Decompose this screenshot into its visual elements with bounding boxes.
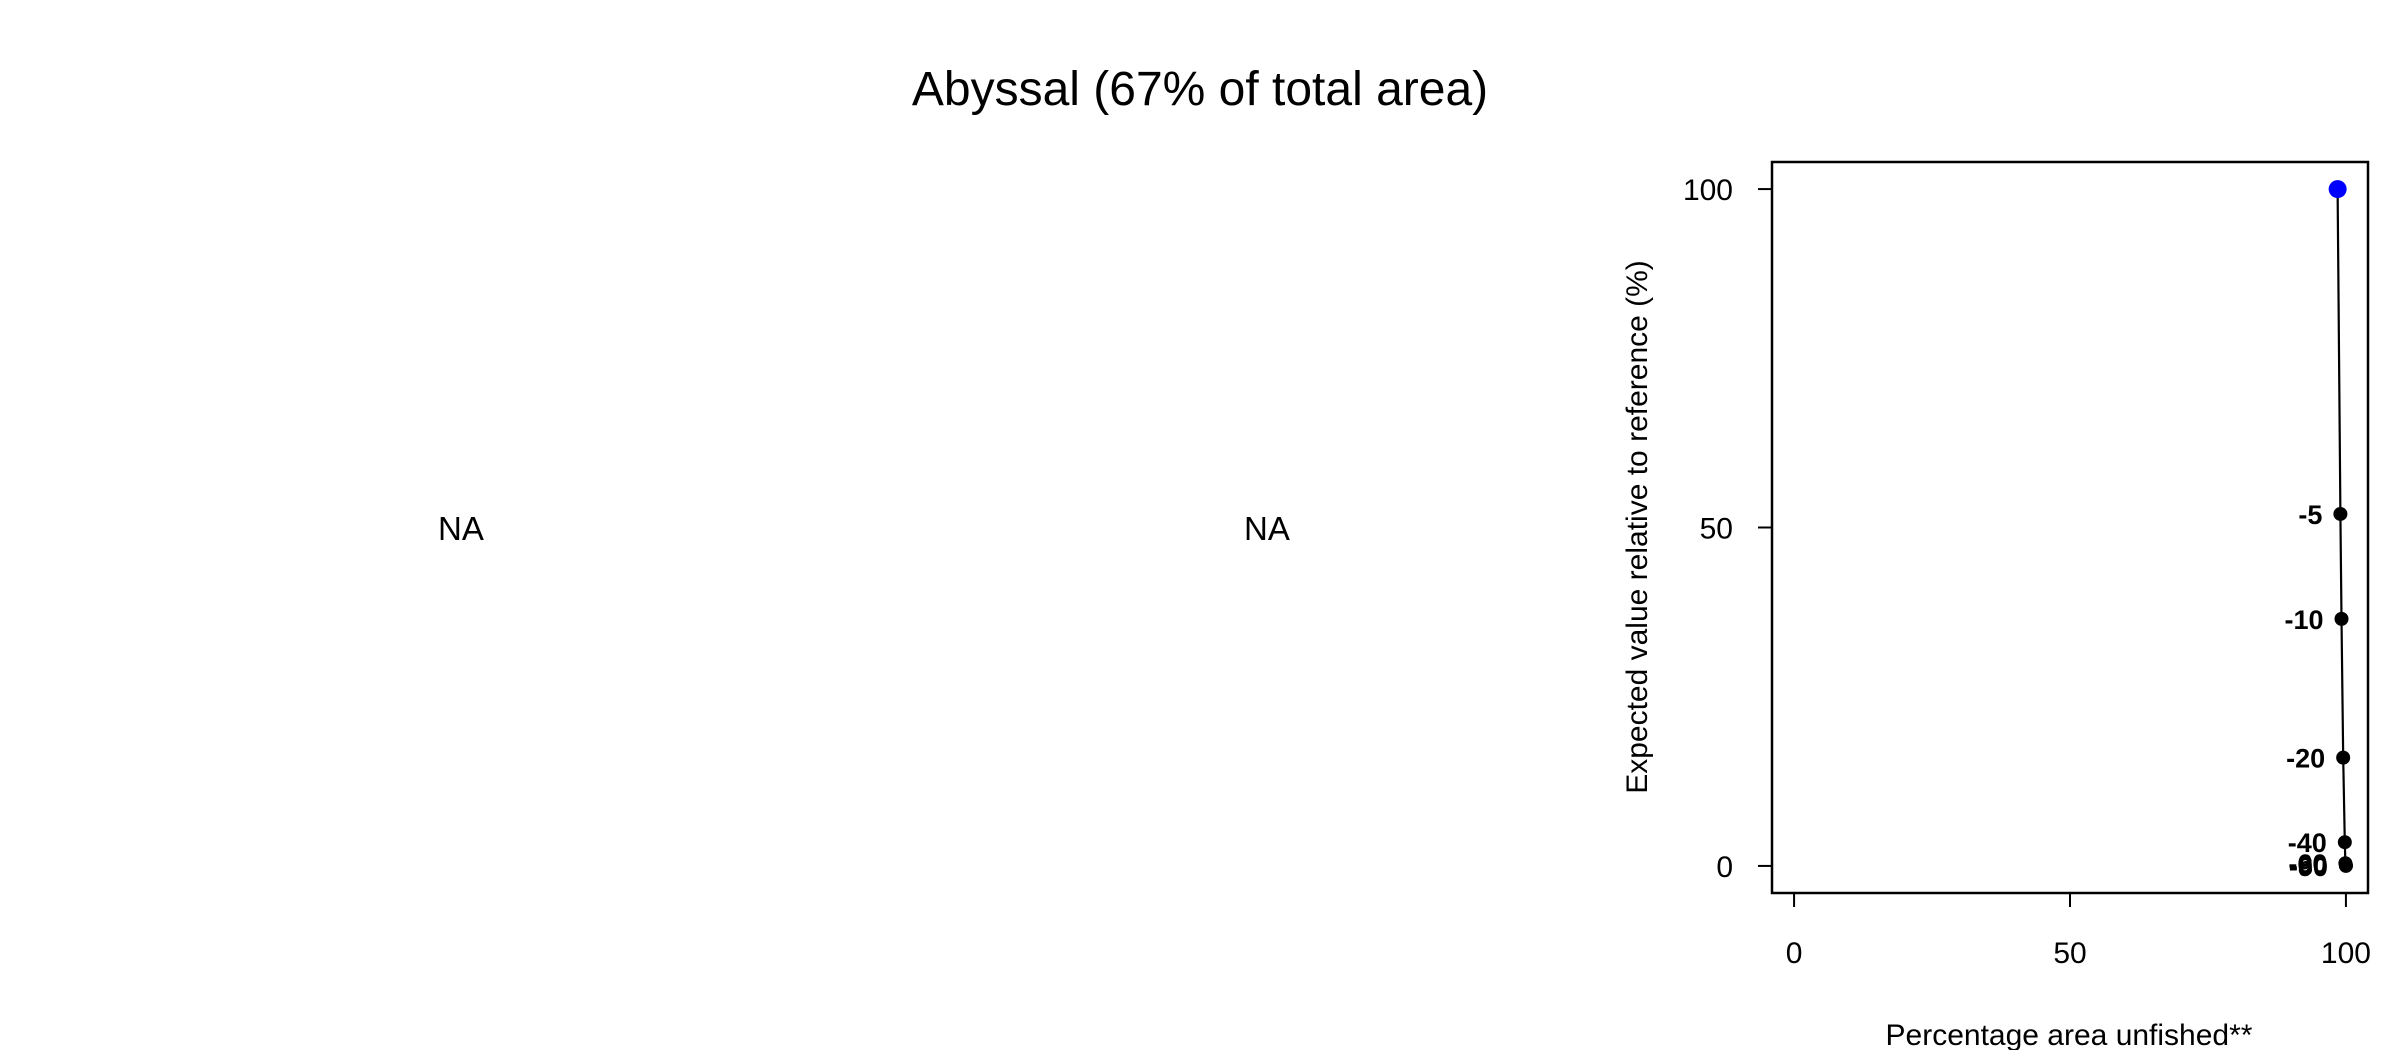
- data-label: -90: [2289, 852, 2328, 882]
- data-points: -5 -10 -20 -40-60-80-90: [2284, 180, 2353, 882]
- data-label: -40: [2288, 828, 2327, 858]
- y-tick-label: 50: [1700, 513, 1733, 546]
- x-tick-label: 0: [1786, 937, 1803, 970]
- y-axis-label: Expected value relative to reference (%): [1621, 260, 1654, 794]
- data-label: -80: [2289, 851, 2328, 881]
- data-point: [2337, 835, 2352, 850]
- data-point: [2334, 611, 2349, 626]
- na-label-left-panel: NA: [438, 510, 484, 547]
- data-point: [2336, 750, 2351, 765]
- plot-box: [1770, 160, 2370, 895]
- data-label: -5: [2298, 500, 2322, 530]
- data-label: -60: [2288, 849, 2327, 879]
- data-label: -10: [2284, 605, 2323, 635]
- na-label-middle-panel: NA: [1244, 510, 1290, 547]
- data-point: [2338, 858, 2353, 873]
- x-tick-label: 100: [2321, 937, 2371, 970]
- data-label: -20: [2286, 744, 2325, 774]
- x-tick-label: 50: [2053, 937, 2086, 970]
- x-axis: 0 50 100: [1786, 892, 2371, 970]
- x-axis-label: Percentage area unfished**: [1886, 1019, 2253, 1050]
- reference-point: [2328, 180, 2347, 199]
- chart-title: Abyssal (67% of total area): [911, 63, 1489, 116]
- y-tick-label: 0: [1716, 851, 1733, 884]
- data-point: [2333, 506, 2348, 521]
- y-tick-label: 100: [1683, 174, 1733, 207]
- y-axis: 0 50 100: [1683, 174, 1773, 884]
